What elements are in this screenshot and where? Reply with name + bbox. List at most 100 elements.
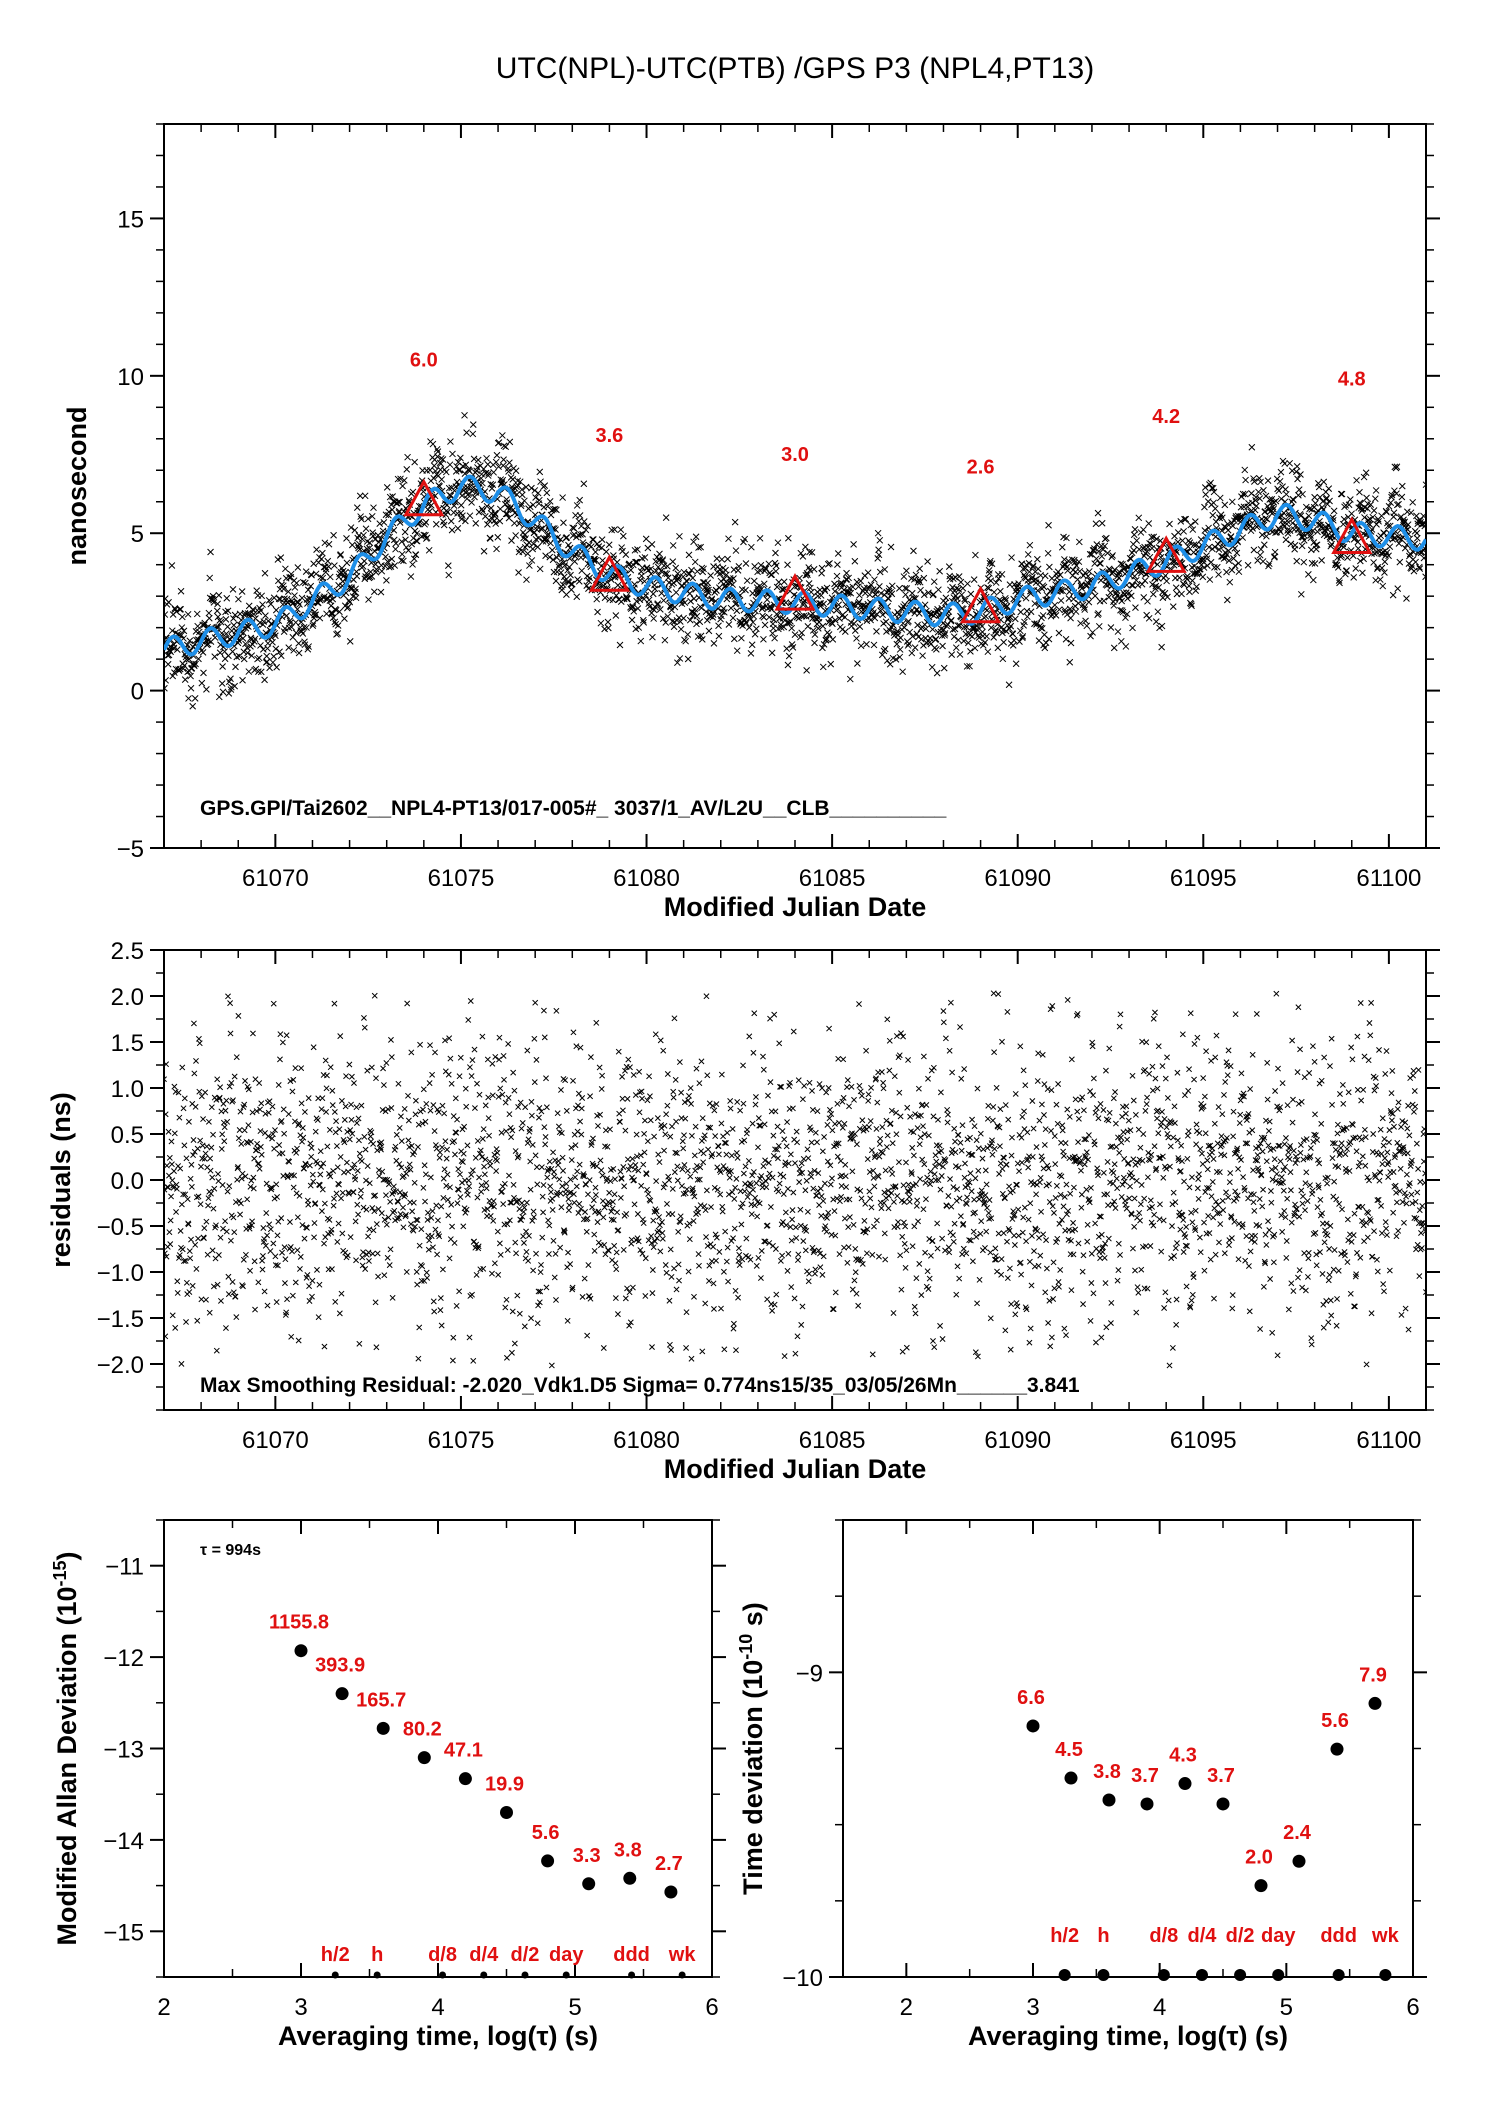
residual-point (347, 1137, 352, 1142)
residual-point (792, 1161, 797, 1166)
main-data-point (958, 579, 964, 585)
residual-point (198, 1202, 203, 1207)
residual-point (713, 1258, 718, 1263)
main-data-point (239, 589, 245, 595)
main-data-point (1300, 491, 1306, 497)
main-data-point (972, 552, 978, 558)
main-data-point (273, 646, 279, 652)
residual-point (435, 1218, 440, 1223)
main-data-point (402, 529, 408, 535)
main-data-point (1217, 495, 1223, 501)
main-data-point (1249, 444, 1255, 450)
residual-point (639, 1183, 644, 1188)
main-data-point (1042, 573, 1048, 579)
residual-point (621, 1247, 626, 1252)
main-data-point (617, 642, 623, 648)
residual-point (167, 1230, 172, 1235)
residual-point (444, 1156, 449, 1161)
residual-point (420, 1107, 425, 1112)
residual-point (795, 1257, 800, 1262)
residual-point (847, 1215, 852, 1220)
residual-point (277, 1057, 282, 1062)
main-data-point (798, 550, 804, 556)
residual-point (363, 1266, 368, 1271)
main-data-point (186, 695, 192, 701)
residual-point (564, 1108, 569, 1113)
residual-point (703, 1208, 708, 1213)
residual-point (214, 1348, 219, 1353)
main-data-point (208, 549, 214, 555)
residual-point (211, 1206, 216, 1211)
main-data-point (606, 542, 612, 548)
residual-point (840, 1099, 845, 1104)
residual-point (260, 1253, 265, 1258)
main-data-point (858, 643, 864, 649)
main-data-point (581, 481, 587, 487)
main-data-point (386, 509, 392, 515)
residual-point (814, 1193, 819, 1198)
residual-point (735, 1295, 740, 1300)
residual-point (366, 1258, 371, 1263)
main-data-point (984, 633, 990, 639)
main-data-point (1243, 477, 1249, 483)
residual-point (523, 1105, 528, 1110)
residual-point (674, 1287, 679, 1292)
residual-point (168, 1218, 173, 1223)
residual-point (661, 1148, 666, 1153)
residual-point (727, 1175, 732, 1180)
residual-point (550, 1207, 555, 1212)
residual-point (650, 1267, 655, 1272)
main-data-point (802, 544, 808, 550)
main-data-point (1098, 560, 1104, 566)
residual-point (729, 1153, 734, 1158)
residual-point (630, 1285, 635, 1290)
main-data-point (299, 595, 305, 601)
residual-point (317, 1282, 322, 1287)
main-data-point (1310, 577, 1316, 583)
main-data-point (1305, 571, 1311, 577)
residual-point (761, 1067, 766, 1072)
main-data-point (988, 578, 994, 584)
main-data-point (652, 586, 658, 592)
residual-point (345, 1253, 350, 1258)
residual-point (466, 1178, 471, 1183)
residual-point (612, 1192, 617, 1197)
residual-point (829, 1232, 834, 1237)
residual-point (832, 1208, 837, 1213)
residual-point (566, 1208, 571, 1213)
main-data-point (772, 635, 778, 641)
residual-point (458, 1194, 463, 1199)
residual-point (575, 1103, 580, 1108)
residual-point (599, 1086, 604, 1091)
main-data-point (448, 518, 454, 524)
main-data-point (363, 526, 369, 532)
main-data-point (690, 575, 696, 581)
main-data-point (953, 645, 959, 651)
main-data-point (399, 551, 405, 557)
main-data-point (605, 625, 611, 631)
main-data-point (273, 607, 279, 613)
main-data-point (951, 634, 957, 640)
residual-point (625, 1096, 630, 1101)
main-data-point (326, 564, 332, 570)
main-data-point (685, 632, 691, 638)
residual-point (785, 1186, 790, 1191)
main-data-point (811, 566, 817, 572)
residual-point (557, 1177, 562, 1182)
main-data-point (748, 544, 754, 550)
main-data-point (623, 552, 629, 558)
residual-point (737, 1252, 742, 1257)
residual-point (359, 1103, 364, 1108)
main-data-point (1357, 558, 1363, 564)
residual-point (733, 1348, 738, 1353)
residual-point (667, 1342, 672, 1347)
main-data-point (635, 605, 641, 611)
residual-point (299, 1066, 304, 1071)
main-data-point (1075, 576, 1081, 582)
residual-point (835, 1154, 840, 1159)
residual-point (693, 1124, 698, 1129)
residual-point (407, 1162, 412, 1167)
residual-point (717, 1249, 722, 1254)
main-data-point (430, 441, 436, 447)
